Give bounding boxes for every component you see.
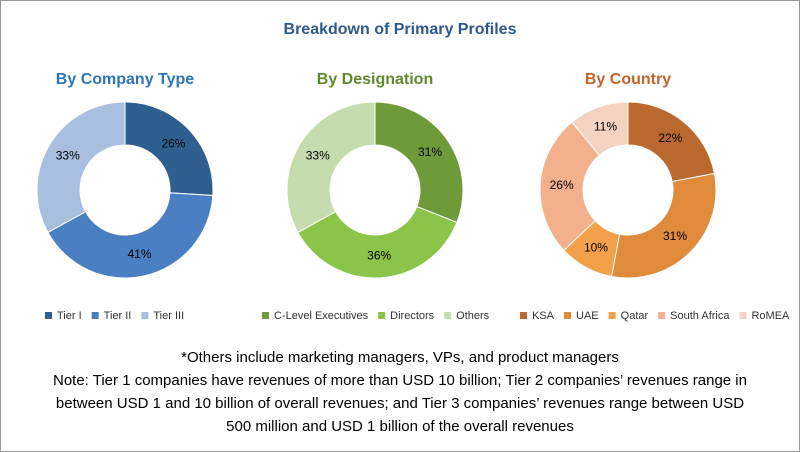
chart-subtitle: By Country: [585, 71, 671, 88]
legend-label: Others: [456, 310, 490, 322]
data-label: 33%: [306, 148, 330, 162]
chart-title: Breakdown of Primary Profiles: [284, 21, 517, 38]
legend-swatch: [520, 312, 527, 319]
legend-label: C-Level Executives: [274, 310, 369, 322]
donut-slice: [374, 101, 464, 224]
legend-label: South Africa: [670, 310, 730, 322]
data-label: 26%: [550, 178, 574, 192]
legend-label: Tier I: [57, 310, 82, 322]
legend-swatch: [141, 312, 149, 319]
data-label: 36%: [367, 249, 391, 263]
donut-slice: [571, 101, 629, 157]
chart-subtitle: By Company Type: [56, 71, 195, 88]
donut-slice: [539, 121, 601, 251]
legend-label: Tier II: [104, 310, 132, 322]
legend-swatch: [262, 312, 269, 319]
footnote: between USD 1 and 10 billion of overall …: [56, 395, 744, 412]
data-label: 31%: [418, 145, 442, 159]
legend-swatch: [608, 312, 616, 319]
legend-label: Directors: [390, 310, 435, 322]
footnote: *Others include marketing managers, VPs,…: [181, 349, 619, 366]
data-label: 11%: [594, 120, 617, 134]
legend-label: KSA: [532, 310, 555, 322]
data-label: 41%: [127, 247, 151, 261]
legend-swatch: [444, 312, 452, 319]
legend-label: Qatar: [621, 310, 649, 322]
data-label: 22%: [658, 131, 682, 145]
legend-swatch: [378, 312, 386, 319]
donut-slice: [610, 172, 717, 279]
donut-slice: [47, 192, 214, 279]
footnote: Note: Tier 1 companies have revenues of …: [53, 372, 747, 389]
donut-slice: [124, 101, 214, 197]
legend-swatch: [45, 312, 52, 319]
data-label: 10%: [584, 240, 608, 254]
data-label: 31%: [663, 229, 687, 243]
chart-subtitle: By Designation: [317, 71, 433, 88]
footnote: 500 million and USD 1 billion of the ove…: [226, 418, 574, 435]
data-label: 26%: [161, 137, 185, 151]
legend-label: Tier III: [153, 310, 184, 322]
legend-swatch: [658, 312, 666, 319]
data-label: 33%: [56, 148, 80, 162]
legend-label: UAE: [576, 310, 599, 322]
legend-swatch: [91, 312, 99, 319]
donut-slice: [286, 101, 376, 234]
legend-swatch: [564, 312, 572, 319]
legend-label: RoMEA: [751, 310, 790, 322]
legend-swatch: [739, 312, 747, 319]
donut-slice: [297, 205, 458, 279]
donut-slice: [36, 101, 126, 234]
